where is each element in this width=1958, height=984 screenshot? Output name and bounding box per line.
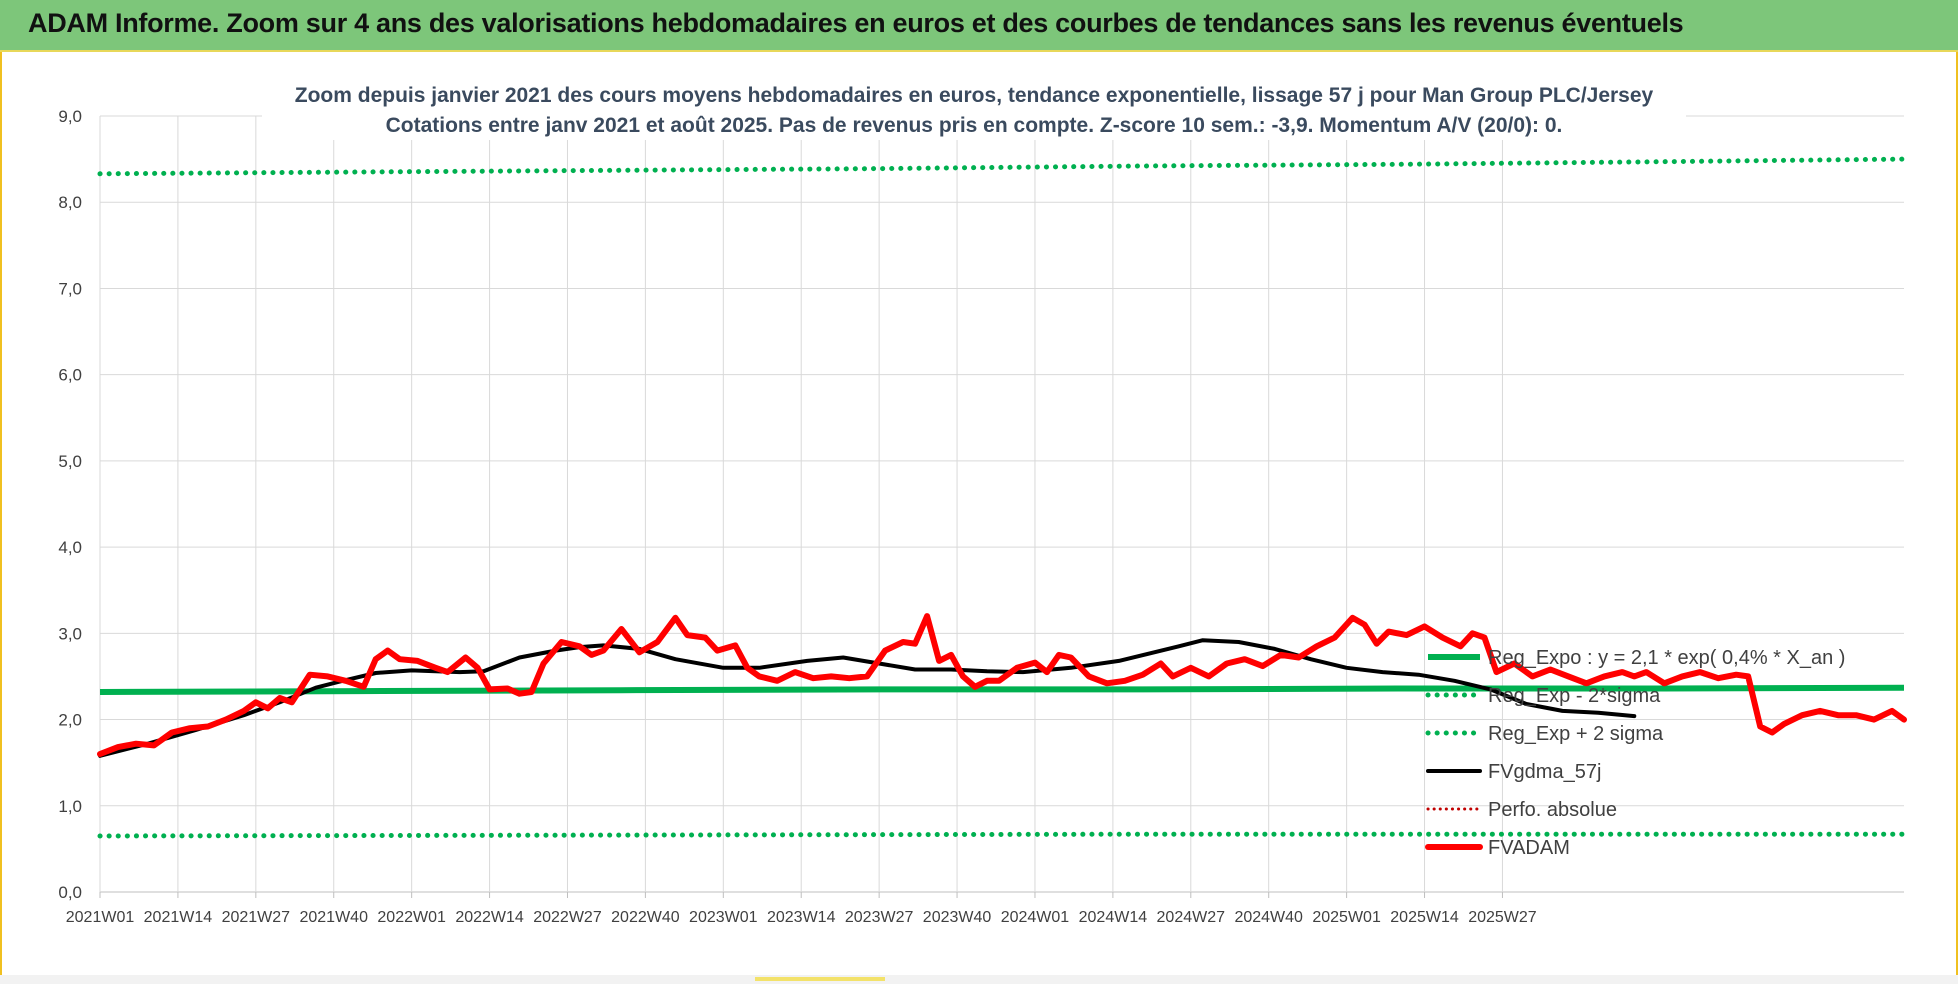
y-tick-label: 5,0	[58, 452, 82, 471]
legend-label: Perfo. absolue	[1488, 799, 1617, 821]
y-tick-label: 6,0	[58, 366, 82, 385]
chart-grid	[99, 115, 1904, 898]
x-tick-label: 2021W27	[222, 909, 291, 926]
y-tick-label: 1,0	[58, 797, 82, 816]
report-banner: ADAM Informe. Zoom sur 4 ans des valoris…	[0, 0, 1958, 52]
series-line-2	[97, 156, 1907, 177]
chart-subtitle: Cotations entre janv 2021 et août 2025. …	[386, 114, 1563, 137]
series-line-0	[99, 684, 1905, 695]
x-tick-label: 2024W14	[1079, 909, 1148, 926]
y-tick-label: 7,0	[58, 279, 82, 298]
bottom-strip	[0, 975, 1958, 984]
legend-label: FVADAM	[1488, 837, 1570, 859]
y-tick-label: 4,0	[58, 538, 82, 557]
series-line-1	[97, 831, 1907, 839]
y-tick-label: 2,0	[58, 711, 82, 730]
y-axis-ticks: 0,0 1,0 2,0 3,0 4,0 5,0 6,0 7,0 8,0 9,0	[58, 107, 82, 902]
x-tick-label: 2025W27	[1468, 909, 1537, 926]
bottom-tab	[755, 977, 885, 981]
x-tick-label: 2023W14	[767, 909, 836, 926]
title-backdrop	[262, 80, 1686, 140]
x-tick-label: 2025W14	[1390, 909, 1459, 926]
x-tick-label: 2023W27	[845, 909, 914, 926]
x-tick-label: 2022W01	[377, 909, 446, 926]
x-tick-label: 2024W01	[1001, 909, 1070, 926]
chart-legend: Reg_Expo : y = 2,1 * exp( 0,4% * X_an ) R…	[1425, 647, 1845, 859]
x-tick-label: 2021W14	[144, 909, 213, 926]
legend-label: FVgdma_57j	[1488, 761, 1601, 783]
x-tick-label: 2024W40	[1234, 909, 1303, 926]
legend-label: Reg_Exp - 2*sigma	[1488, 685, 1661, 707]
x-tick-label: 2022W27	[533, 909, 602, 926]
y-tick-label: 9,0	[58, 107, 82, 126]
series-line-5	[97, 613, 1907, 757]
x-axis-ticks: 2021W01 2021W14 2021W27 2021W40 2022W01 2022W…	[66, 909, 1537, 926]
chart-title: Zoom depuis janvier 2021 des cours moyen…	[295, 84, 1654, 107]
x-tick-label: 2023W01	[689, 909, 758, 926]
chart-frame	[0, 52, 1958, 984]
x-tick-label: 2023W40	[923, 909, 992, 926]
x-tick-label: 2022W14	[455, 909, 524, 926]
x-tick-label: 2024W27	[1157, 909, 1226, 926]
series-line-3	[98, 638, 1637, 758]
x-tick-label: 2021W40	[299, 909, 368, 926]
legend-label: Reg_Expo : y = 2,1 * exp( 0,4% * X_an )	[1488, 647, 1845, 669]
y-tick-label: 8,0	[58, 193, 82, 212]
y-tick-label: 0,0	[58, 883, 82, 902]
legend-label: Reg_Exp + 2 sigma	[1488, 723, 1664, 745]
report-title: ADAM Informe. Zoom sur 4 ans des valoris…	[28, 8, 1684, 38]
y-tick-label: 3,0	[58, 624, 82, 643]
price-chart: 0,01,02,03,04,05,06,07,08,09,0 2021W01 20…	[58, 80, 1907, 926]
x-tick-label: 2022W40	[611, 909, 680, 926]
chart-series	[97, 156, 1907, 839]
x-tick-label: 2025W01	[1312, 909, 1381, 926]
x-tick-label: 2021W01	[66, 909, 135, 926]
